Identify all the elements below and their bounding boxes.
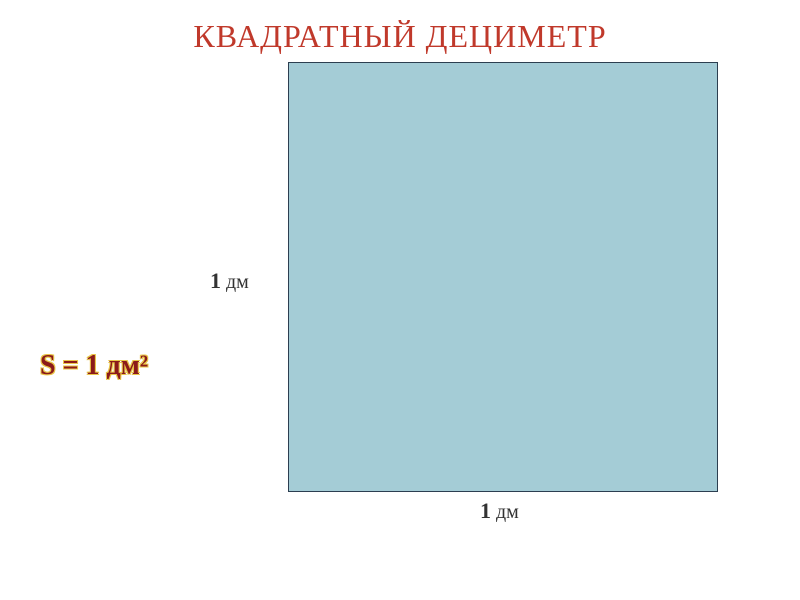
side-left-unit: дм: [226, 271, 249, 293]
page-title: КВАДРАТНЫЙ ДЕЦИМЕТР: [0, 18, 800, 55]
side-left-number: 1: [210, 268, 221, 293]
side-label-left: 1 дм: [210, 268, 249, 294]
square-decimeter: [288, 62, 718, 492]
side-label-bottom: 1 дм: [480, 498, 519, 524]
side-bottom-number: 1: [480, 498, 491, 523]
side-bottom-unit: дм: [496, 501, 519, 523]
area-formula: S = 1 дм²: [40, 350, 148, 382]
